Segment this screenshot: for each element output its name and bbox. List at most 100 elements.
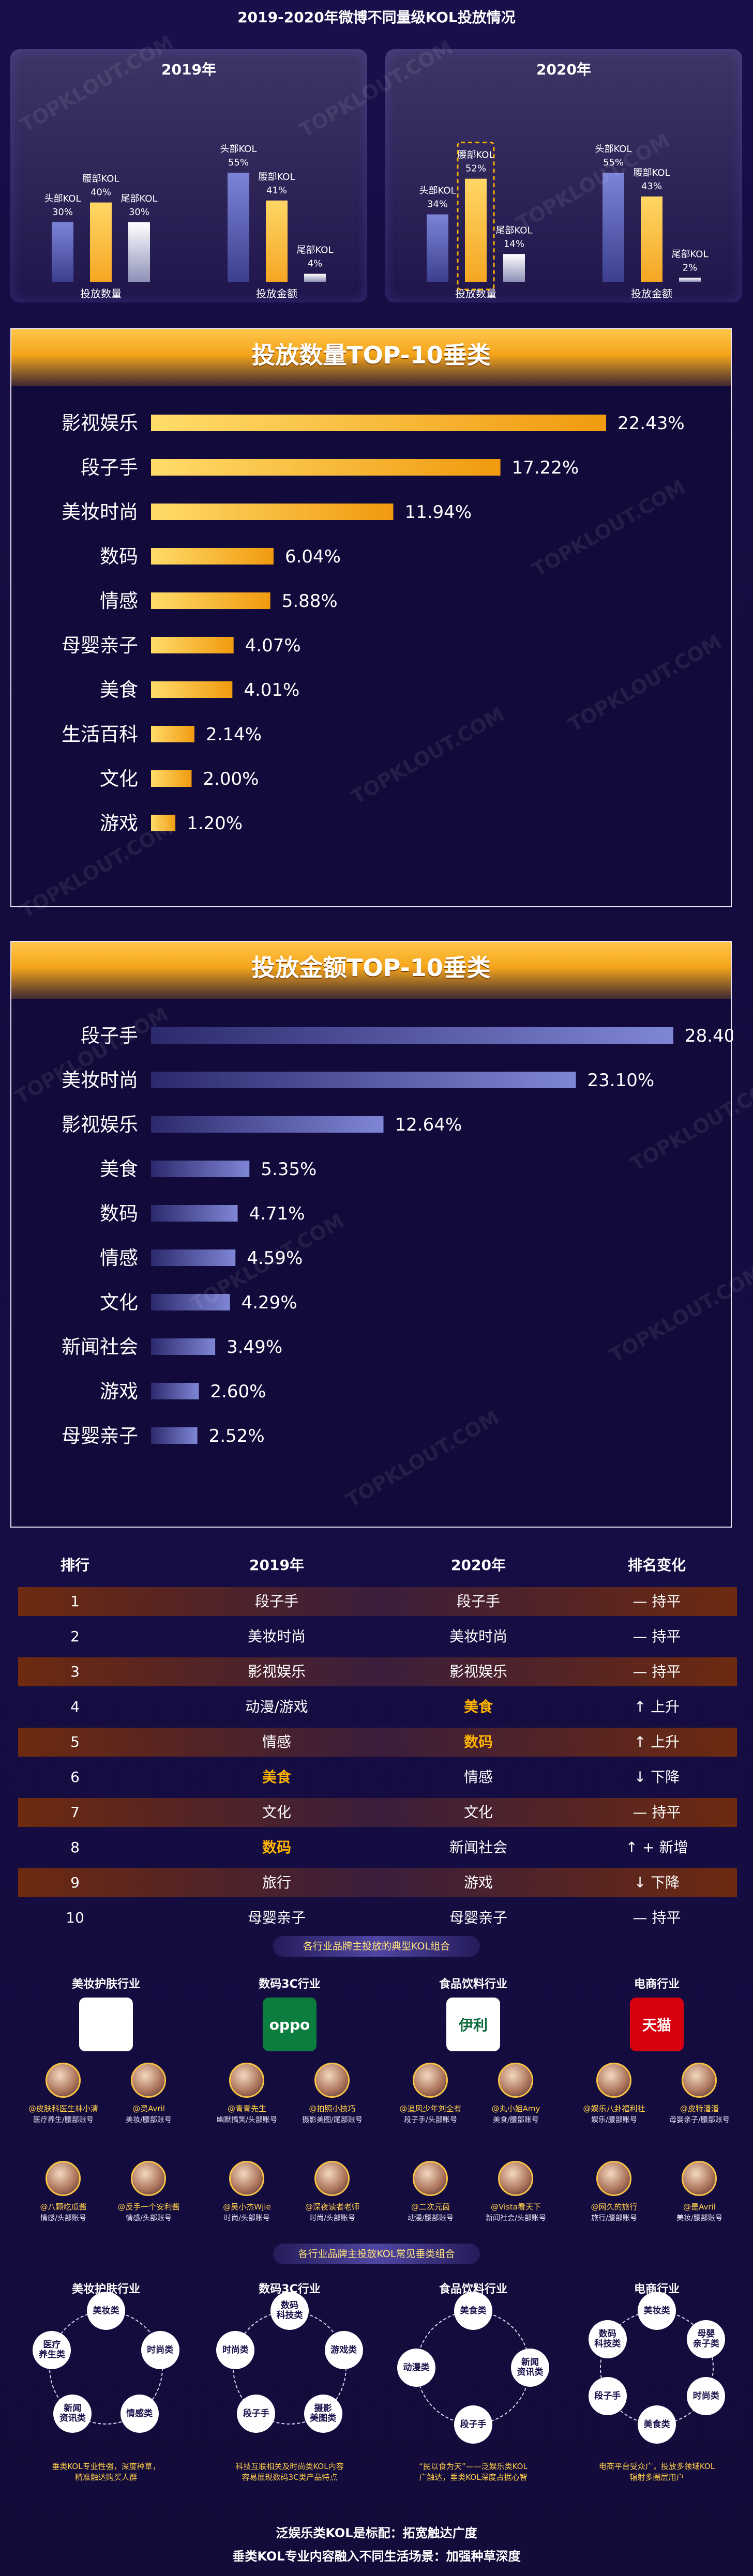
kol-avatar [682,2161,717,2196]
combo-description: “民以食为天”——泛娱乐类KOL 广触达，垂类KOL深度占据心智 [383,2461,564,2482]
kol-name: @追风少年刘全有 [388,2103,473,2114]
chart-quantity-top10: 影视娱乐22.43%段子手17.22%美妆时尚11.94%数码6.04%情感5.… [11,329,733,908]
value-label: 2.60% [210,1381,266,1402]
combo-node: 摄影 美图类 [304,2395,342,2433]
hbar [151,1161,249,1177]
hbar [151,1205,238,1222]
value-label: 2.00% [203,769,259,789]
kol-name: @深夜读者老师 [290,2201,375,2212]
rank-cell: 数码 [173,1833,380,1862]
value-label: 12.64% [395,1115,462,1135]
page-title: 2019-2020年微博不同量级KOL投放情况 [0,6,753,27]
bar-label: 腰部KOL [457,150,494,161]
rank-row: 9旅行游戏↓ 下降 [18,1868,737,1897]
rank-cell: 情感 [380,1763,577,1792]
rank-cell: 母婴亲子 [173,1903,380,1932]
card-2020: 2020年 头部KOL34%腰部KOL52%尾部KOL14%投放数量头部KOL5… [385,49,742,302]
hbar [151,770,191,787]
rank-cell: 段子手 [173,1587,380,1616]
bar-0-0 [52,222,73,282]
rank-cell: 美食 [173,1763,380,1792]
kol-tag: 旅行/腰部账号 [571,2213,657,2223]
combo-section-label: 各行业品牌主投放KOL常见垂类组合 [273,2244,480,2264]
bar-1-0 [603,173,624,282]
rank-cell: 文化 [380,1798,577,1827]
rank-cell: — 持平 [577,1587,737,1616]
rank-cell: ↑ 上升 [577,1728,737,1757]
kol-industry-column: 电商行业天猫 [571,1975,742,2051]
combo-node: 母婴 亲子类 [687,2320,725,2358]
rank-cell: ↓ 下降 [577,1868,737,1897]
value-label: 5.88% [282,591,338,612]
combo-node: 情感类 [121,2395,159,2433]
bar-label: 尾部KOL [121,193,157,204]
kol-avatar [131,2161,166,2196]
value-label: 4.07% [245,635,301,656]
footer-line2: 垂类KOL专业内容融入不同生活场景：加强种草深度 [0,2546,753,2564]
bar-value: 2% [683,262,698,273]
kol-avatar [682,2063,717,2098]
rank-cell: — 持平 [577,1903,737,1932]
combo-node: 段子手 [589,2377,627,2415]
kol-name: @八颗吃瓜酱 [21,2201,106,2212]
bar-0-0 [427,215,448,282]
kol-tag: 母婴亲子/腰部账号 [657,2114,742,2125]
kol-name: @丸小姐Amy [473,2103,559,2114]
bar-value: 34% [427,199,448,210]
combo-node: 数码 科技类 [270,2292,309,2330]
rank-cell: 情感 [173,1728,380,1757]
kol-avatar [596,2161,631,2196]
chart-2020: 头部KOL34%腰部KOL52%尾部KOL14%投放数量头部KOL55%腰部KO… [385,49,742,302]
bar-label: 头部KOL [419,186,456,196]
value-label: 4.29% [242,1292,297,1313]
kol-industry-column: 食品饮料行业伊利 [388,1975,559,2051]
combo-node: 段子手 [454,2405,492,2444]
rank-row: 5情感数码↑ 上升 [18,1728,737,1757]
rank-cell: 美食 [380,1693,577,1721]
brand-logo [79,1998,133,2051]
rank-cell: 10 [18,1903,132,1932]
category-label: 生活百科 [62,723,138,745]
rank-cell: 母婴亲子 [380,1903,577,1932]
kol-tag: 美妆/腰部账号 [657,2213,742,2223]
industry-name: 食品饮料行业 [388,1975,559,1991]
kol-name: @皮肤科医生林小清 [21,2103,106,2114]
group-label: 投放金额 [631,287,672,300]
category-label: 游戏 [100,812,138,834]
value-label: 17.22% [512,458,579,478]
panel-quantity: 投放数量TOP-10垂类 影视娱乐22.43%段子手17.22%美妆时尚11.9… [10,328,732,907]
kol-tag: 美食/腰部账号 [473,2114,559,2125]
bar-label: 头部KOL [44,193,81,204]
category-label: 游戏 [100,1380,138,1403]
rank-cell: 6 [18,1763,132,1792]
rank-cell: 文化 [173,1798,380,1827]
rank-cell: 美妆时尚 [173,1622,380,1651]
bar-label: 腰部KOL [258,172,295,182]
rank-cell: 1 [18,1587,132,1616]
category-label: 情感 [100,590,138,612]
bar-1-2 [679,278,701,282]
kol-name: @吴小杰Wjie [204,2201,290,2212]
rank-cell: ↓ 下降 [577,1763,737,1792]
kol-avatar [229,2161,264,2196]
kol-section-label: 各行业品牌主投放的典型KOL组合 [273,1936,480,1957]
combo-description: 科技互联相关及时尚类KOL内容 容易展现数码3C类产品特点 [199,2461,380,2482]
value-label: 3.49% [227,1337,282,1358]
rank-cell: 动漫/游戏 [173,1693,380,1721]
rank-cell: 影视娱乐 [380,1657,577,1686]
combo-node: 时尚类 [687,2377,725,2415]
rank-cell: 美妆时尚 [380,1622,577,1651]
value-label: 4.01% [244,680,299,700]
bar-value: 52% [465,163,486,174]
hbar [151,504,393,520]
value-label: 2.52% [209,1426,265,1446]
bar-0-1 [465,179,487,282]
bar-label: 头部KOL [220,144,257,155]
rank-cell: 4 [18,1693,132,1721]
combo-node: 时尚类 [141,2331,179,2369]
brand-logo: oppo [263,1998,317,2051]
industry-name: 电商行业 [571,1975,742,1991]
kol-avatar [413,2063,448,2098]
kol-avatar [46,2161,81,2196]
bar-1-0 [228,173,249,282]
